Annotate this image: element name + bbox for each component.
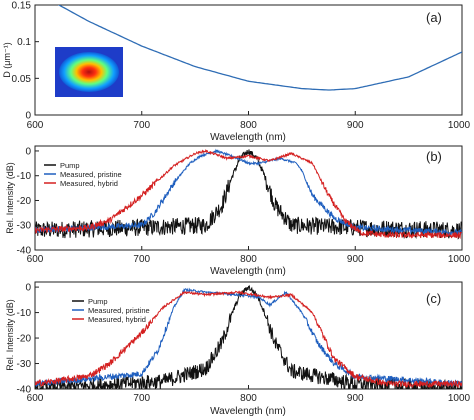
legend-label-pump: Pump: [60, 161, 80, 170]
legend-label-pristine: Measured, pristine: [60, 170, 122, 179]
panel-c-xlabel: Wavelength (nm): [210, 406, 286, 417]
panel-a-label: (a): [426, 10, 442, 25]
x-tick-label: 1000: [448, 120, 471, 131]
panel-a-ylabel: D (μm⁻¹): [2, 42, 12, 77]
panel-b-xlabel: Wavelength (nm): [210, 266, 286, 277]
panel-c-label: (c): [426, 291, 441, 306]
y-tick-label: -10: [17, 171, 32, 182]
y-tick-label: 0.15: [12, 1, 32, 12]
panel-c-ylabel: Rel. Intensity (dB): [5, 299, 15, 371]
y-tick-label: -10: [17, 308, 32, 319]
x-tick-label: 600: [27, 393, 44, 404]
x-tick-label: 1000: [448, 393, 471, 404]
series-line-hybrid: [35, 148, 462, 240]
y-tick-label: 0.05: [12, 74, 32, 85]
y-tick-label: -30: [17, 221, 32, 232]
legend-label-pristine: Measured, pristine: [88, 306, 150, 315]
y-tick-label: 0: [25, 283, 31, 294]
panel-a-xlabel: Wavelength (nm): [210, 132, 286, 143]
x-tick-label: 800: [240, 254, 257, 265]
x-tick-label: 900: [347, 254, 364, 265]
x-tick-label: 800: [240, 393, 257, 404]
panel-b-legend: Pump Measured, pristine Measured, hybrid: [44, 161, 122, 188]
panel-c-spectrum: (c) Pump Measured, pristine Measured, hy…: [5, 281, 463, 417]
x-tick-label: 600: [27, 254, 44, 265]
mode-profile-hotspot: [59, 52, 119, 92]
legend-label-hybrid: Measured, hybrid: [60, 179, 118, 188]
x-tick-label: 900: [347, 393, 364, 404]
series-line-pristine: [35, 287, 462, 387]
x-tick-label: 800: [240, 120, 257, 131]
y-tick-label: -40: [17, 246, 32, 257]
x-tick-label: 900: [347, 120, 364, 131]
y-tick-label: -20: [17, 196, 32, 207]
y-tick-label: 0: [25, 111, 31, 122]
x-tick-label: 600: [27, 120, 44, 131]
panel-c-legend: Pump Measured, pristine Measured, hybrid: [72, 297, 150, 324]
x-tick-label: 700: [133, 393, 150, 404]
series-line-hybrid: [35, 290, 462, 389]
series-line-dispersion: [57, 5, 462, 91]
x-tick-label: 700: [133, 254, 150, 265]
legend-label-hybrid: Measured, hybrid: [88, 315, 146, 324]
series-line-pump: [35, 284, 462, 389]
y-tick-label: -30: [17, 359, 32, 370]
panel-b-spectrum: (b) Pump Measured, pristine Measured, hy…: [5, 145, 463, 277]
y-tick-label: -40: [17, 385, 32, 396]
panel-b-label: (b): [426, 149, 442, 164]
legend-label-pump: Pump: [88, 297, 108, 306]
x-tick-label: 700: [133, 120, 150, 131]
x-tick-label: 1000: [448, 254, 471, 265]
y-tick-label: 0: [25, 146, 31, 157]
series-line-pristine: [35, 148, 462, 238]
panel-b-ylabel: Rel. Intensity (dB): [5, 162, 15, 234]
panel-a-dispersion: (a) Wavelength (nm) D (μm⁻¹): [2, 4, 463, 143]
y-tick-label: -20: [17, 334, 32, 345]
y-tick-label: 0.1: [17, 37, 31, 48]
